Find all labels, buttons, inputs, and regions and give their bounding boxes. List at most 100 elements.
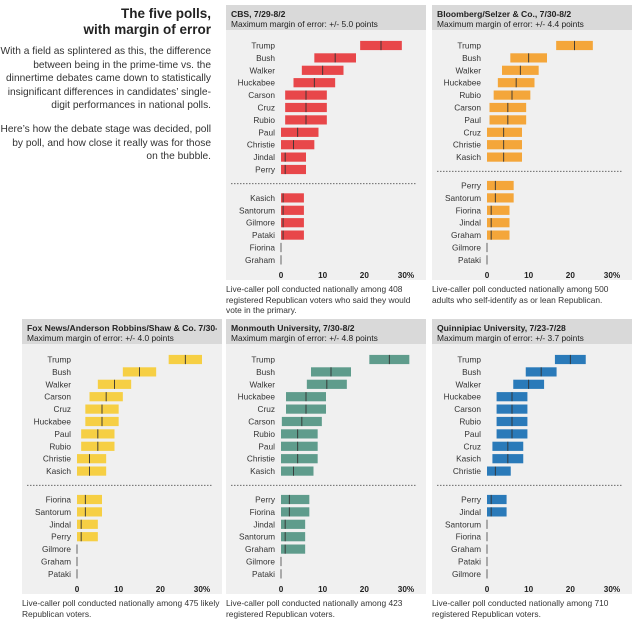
- candidate-label-paul: Paul: [54, 429, 71, 439]
- candidate-label-huckabee: Huckabee: [34, 417, 72, 427]
- candidate-label-santorum: Santorum: [239, 205, 275, 215]
- margin-bar-jindal: [281, 152, 306, 162]
- panel-title: Monmouth University, 7/30-8/2: [231, 323, 355, 333]
- panel-header: Quinnipiac University, 7/23-7/28 Maximum…: [432, 319, 632, 344]
- candidate-label-christie: Christie: [247, 140, 276, 150]
- margin-bar-graham: [487, 230, 510, 240]
- candidate-label-cruz: Cruz: [257, 404, 275, 414]
- x-tick-label: 20: [156, 585, 166, 594]
- candidate-label-fiorina: Fiorina: [46, 495, 72, 505]
- margin-bar-jindal: [487, 218, 510, 228]
- x-tick-label: 30%: [398, 585, 415, 594]
- candidate-label-paul: Paul: [464, 115, 481, 125]
- candidate-label-trump: Trump: [457, 41, 481, 51]
- panel-plot-area: Trump Bush Walker Huckabee Rubio Carson Paul Cr…: [432, 30, 632, 280]
- candidate-label-huckabee: Huckabee: [444, 392, 482, 402]
- candidate-label-perry: Perry: [51, 532, 72, 542]
- x-tick-label: 30%: [604, 271, 621, 280]
- poll-panel-fox-news: Fox News/Anderson Robbins/Shaw & Co. 7/3…: [22, 319, 222, 619]
- candidate-label-jindal: Jindal: [253, 152, 275, 162]
- candidate-label-kasich: Kasich: [250, 466, 275, 476]
- intro-paragraph-2: Here’s how the debate stage was decided,…: [0, 123, 212, 163]
- margin-bar-perry: [281, 164, 306, 175]
- panel-title: Quinnipiac University, 7/23-7/28: [437, 323, 566, 333]
- x-tick-label: 20: [566, 585, 576, 594]
- candidate-label-fiorina: Fiorina: [456, 205, 482, 215]
- panel-subtitle: Maximum margin of error: +/- 4.4 points: [437, 19, 584, 29]
- panel-header: Monmouth University, 7/30-8/2 Maximum ma…: [226, 319, 426, 344]
- margin-bar-fiorina: [487, 205, 510, 215]
- candidate-label-pataki: Pataki: [252, 230, 275, 240]
- candidate-label-kasich: Kasich: [46, 466, 71, 476]
- poll-panel-monmouth: Monmouth University, 7/30-8/2 Maximum ma…: [226, 319, 426, 619]
- candidate-label-jindal: Jindal: [49, 519, 71, 529]
- candidate-label-jindal: Jindal: [459, 507, 481, 517]
- candidate-label-christie: Christie: [453, 140, 482, 150]
- margin-bar-cruz: [487, 127, 522, 137]
- candidate-label-trump: Trump: [251, 41, 275, 51]
- poll-chart: Trump Bush Walker Huckabee Cruz Carson Rubio Pa…: [231, 355, 416, 594]
- intro-title: The five polls, with margin of error: [0, 6, 211, 38]
- panel-title: CBS, 7/29-8/2: [231, 9, 286, 19]
- margin-bar-jindal: [487, 507, 507, 517]
- candidate-label-perry: Perry: [255, 495, 276, 505]
- candidate-label-cruz: Cruz: [257, 103, 275, 113]
- margin-bar-graham: [281, 544, 306, 554]
- candidate-label-huckabee: Huckabee: [238, 78, 276, 88]
- candidate-label-walker: Walker: [249, 65, 275, 75]
- candidate-label-paul: Paul: [258, 127, 275, 137]
- candidate-label-gilmore: Gilmore: [452, 243, 481, 253]
- candidate-label-rubio: Rubio: [253, 429, 275, 439]
- panel-note: Live-caller poll conducted nationally am…: [226, 284, 411, 316]
- candidate-label-huckabee: Huckabee: [238, 392, 276, 402]
- panel-header: Bloomberg/Selzer & Co., 7/30-8/2 Maximum…: [432, 5, 632, 30]
- candidate-label-cruz: Cruz: [463, 127, 481, 137]
- candidate-label-fiorina: Fiorina: [250, 243, 276, 253]
- margin-bar-santorum: [77, 507, 102, 517]
- margin-bar-kasich: [77, 466, 107, 476]
- panel-header: CBS, 7/29-8/2 Maximum margin of error: +…: [226, 5, 426, 30]
- candidate-label-gilmore: Gilmore: [246, 557, 275, 567]
- panel-plot-area: Trump Bush Walker Carson Cruz Huckabee Paul Rub…: [22, 344, 222, 594]
- poll-panel-quinnipiac: Quinnipiac University, 7/23-7/28 Maximum…: [432, 319, 632, 619]
- candidate-label-huckabee: Huckabee: [444, 78, 482, 88]
- candidate-label-graham: Graham: [245, 255, 275, 265]
- candidate-label-carson: Carson: [454, 404, 481, 414]
- x-tick-label: 30%: [398, 271, 415, 280]
- candidate-label-paul: Paul: [258, 441, 275, 451]
- panel-note: Live-caller poll conducted nationally am…: [226, 598, 403, 619]
- margin-bar-christie: [281, 454, 318, 464]
- candidate-label-jindal: Jindal: [253, 519, 275, 529]
- x-tick-label: 10: [524, 271, 534, 280]
- candidate-label-perry: Perry: [461, 495, 482, 505]
- candidate-label-carson: Carson: [44, 392, 71, 402]
- candidate-label-christie: Christie: [247, 454, 276, 464]
- poll-chart: Trump Bush Walker Huckabee Carson Rubio Paul Cr…: [437, 355, 622, 594]
- candidate-label-trump: Trump: [251, 355, 275, 365]
- candidate-label-santorum: Santorum: [445, 519, 481, 529]
- margin-bar-perry: [281, 494, 310, 505]
- x-tick-label: 30%: [194, 585, 211, 594]
- margin-bar-pataki: [281, 230, 304, 240]
- margin-bar-santorum: [281, 205, 304, 215]
- margin-bar-kasich: [281, 466, 314, 476]
- margin-bar-kasich: [487, 152, 522, 162]
- candidate-label-santorum: Santorum: [35, 507, 71, 517]
- candidate-label-pataki: Pataki: [458, 255, 481, 265]
- intro-title-line2: with margin of error: [83, 22, 211, 37]
- margin-bar-perry: [487, 494, 507, 505]
- x-tick-label: 10: [524, 585, 534, 594]
- poll-chart: Trump Bush Walker Huckabee Rubio Carson Paul Cr…: [437, 41, 622, 280]
- candidate-label-walker: Walker: [455, 65, 481, 75]
- candidate-label-kasich: Kasich: [250, 193, 275, 203]
- candidate-label-walker: Walker: [455, 379, 481, 389]
- panel-plot-area: Trump Bush Walker Huckabee Cruz Carson Rubio Pa…: [226, 344, 426, 594]
- candidate-label-rubio: Rubio: [459, 90, 481, 100]
- x-tick-label: 10: [114, 585, 124, 594]
- candidate-label-kasich: Kasich: [456, 152, 481, 162]
- margin-bar-santorum: [281, 532, 306, 542]
- candidate-label-carson: Carson: [454, 103, 481, 113]
- candidate-label-perry: Perry: [255, 165, 276, 175]
- candidate-label-pataki: Pataki: [458, 557, 481, 567]
- margin-bar-perry: [77, 532, 98, 542]
